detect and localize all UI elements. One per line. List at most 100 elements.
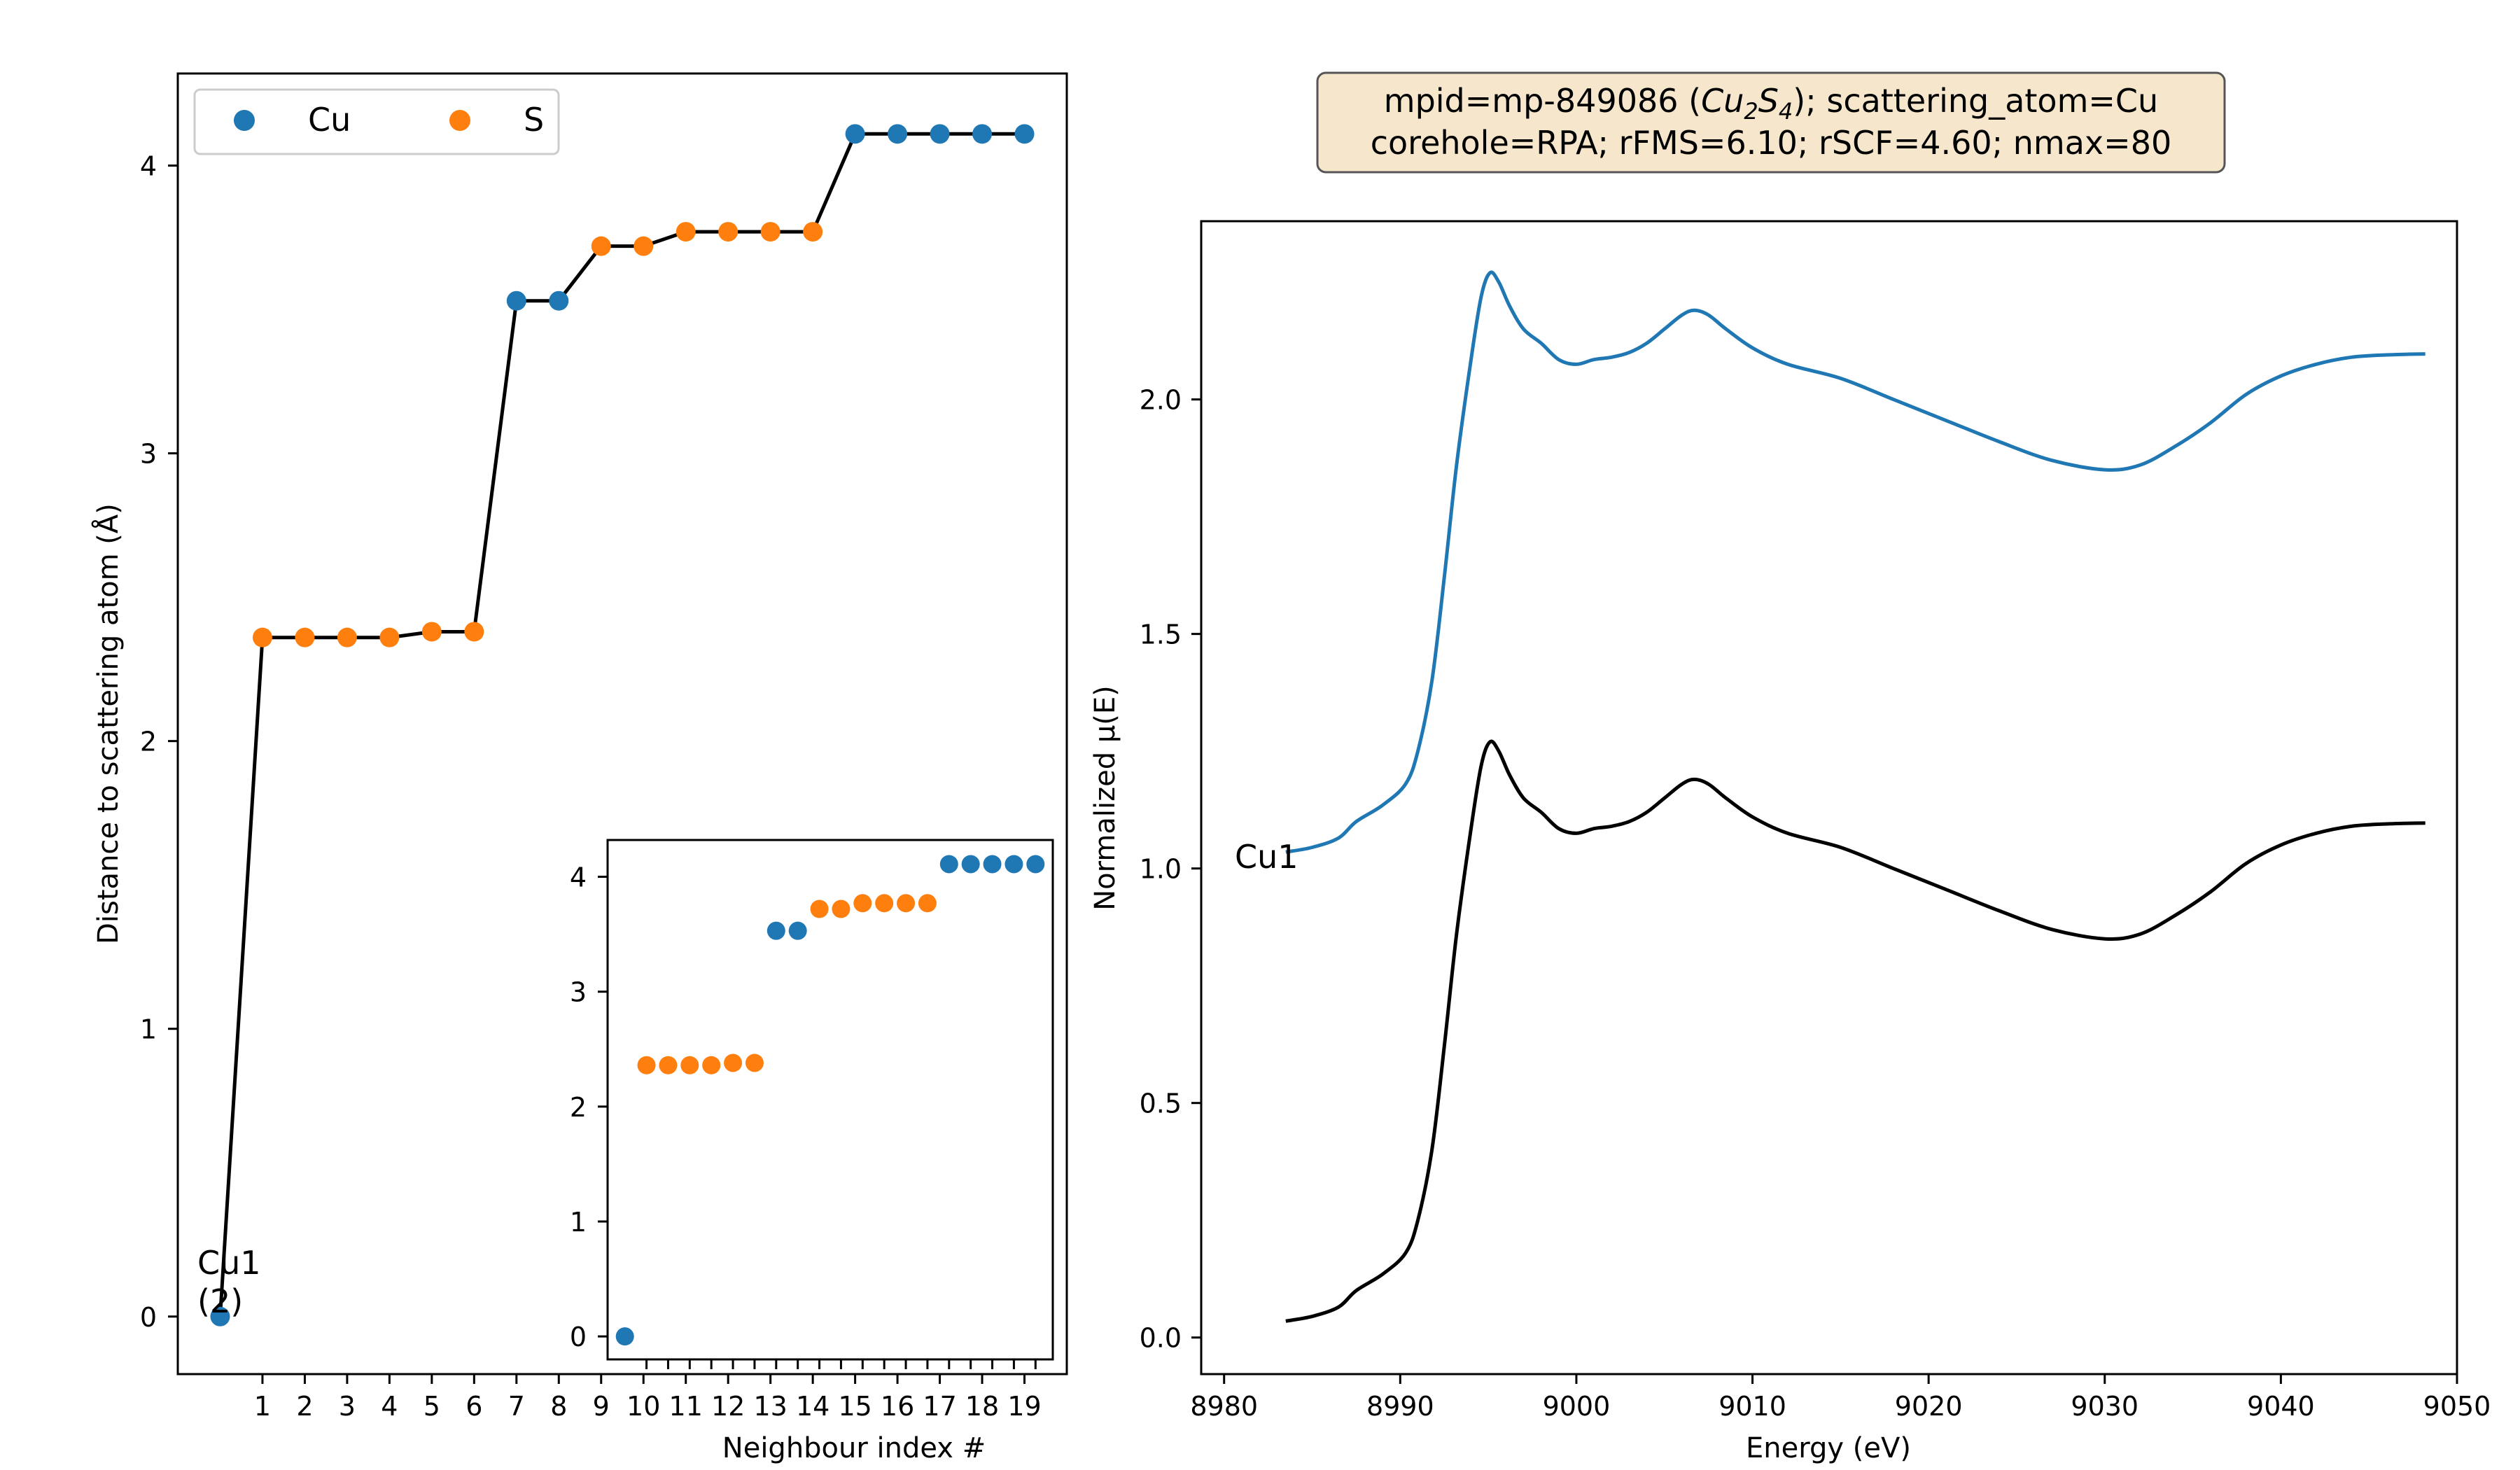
neighbour-point-cu — [930, 124, 950, 144]
left-x-tick-label: 9 — [593, 1391, 610, 1422]
right-x-tick-label: 9010 — [1718, 1391, 1786, 1422]
right-x-tick-label: 8980 — [1190, 1391, 1258, 1422]
right-y-tick-label: 0.5 — [1140, 1088, 1182, 1119]
neighbour-point-cu — [888, 124, 908, 144]
info-box-line2: corehole=RPA; rFMS=6.10; rSCF=4.60; nmax… — [1371, 124, 2171, 162]
right-axis-ticks: 8980 8990 9000 9010 9020 9030 9040 9050 0.0 0.5 1.… — [1140, 385, 2491, 1422]
left-x-tick-label: 5 — [424, 1391, 440, 1422]
left-y-axis-label: Distance to scattering atom (Å) — [91, 503, 125, 944]
legend-label-s: S — [524, 101, 544, 139]
legend-frame — [193, 88, 560, 155]
inset-point-cu — [1004, 855, 1023, 874]
right-x-tick-label: 9030 — [2071, 1391, 2138, 1422]
right-y-tick-label: 1.0 — [1140, 854, 1182, 885]
inset-point-s — [702, 1056, 721, 1074]
inset-point-cu — [788, 921, 807, 940]
neighbour-points — [210, 124, 1035, 1326]
site-annotation-line1: Cu1 — [197, 1244, 261, 1282]
inset-axis-ticks: 0 1 2 3 4 — [570, 862, 1037, 1369]
inset-chart: 0 1 2 3 4 — [570, 839, 1054, 1369]
xanes-series — [1285, 270, 2426, 1323]
inset-point-s — [680, 1056, 699, 1074]
neighbour-point-cu — [549, 290, 569, 311]
inset-y-tick-label: 3 — [570, 977, 587, 1008]
inset-point-s — [875, 894, 894, 913]
left-x-tick-label: 3 — [339, 1391, 356, 1422]
neighbour-point-s — [252, 627, 272, 648]
right-y-axis-label: Normalized μ(E) — [1089, 685, 1121, 910]
neighbour-point-s — [634, 236, 654, 256]
left-x-axis-label: Neighbour index # — [722, 1432, 986, 1464]
neighbour-point-s — [295, 627, 315, 648]
neighbour-point-s — [591, 236, 611, 256]
neighbour-point-s — [464, 622, 484, 642]
inset-point-s — [745, 1054, 764, 1072]
neighbour-point-s — [718, 222, 738, 242]
neighbour-point-cu — [506, 290, 526, 311]
left-x-tick-label: 13 — [753, 1391, 787, 1422]
right-y-tick-label: 1.5 — [1140, 620, 1182, 650]
inset-point-s — [832, 899, 850, 918]
neighbour-point-s — [676, 222, 696, 242]
inset-point-cu — [1026, 855, 1045, 874]
neighbour-point-s — [379, 627, 400, 648]
neighbour-point-cu — [972, 124, 993, 144]
left-x-tick-label: 15 — [838, 1391, 872, 1422]
inset-point-cu — [939, 855, 958, 874]
inset-point-s — [637, 1056, 656, 1074]
left-x-tick-label: 1 — [254, 1391, 271, 1422]
inset-y-tick-label: 1 — [570, 1207, 587, 1238]
right-x-tick-label: 9050 — [2423, 1391, 2491, 1422]
inset-point-s — [659, 1056, 678, 1074]
right-y-tick-label: 2.0 — [1140, 385, 1182, 416]
neighbour-point-cu — [1014, 124, 1035, 144]
inset-y-tick-label: 0 — [570, 1322, 587, 1352]
xanes-series-baseline — [1285, 739, 2426, 1323]
legend-label-cu: Cu — [308, 101, 351, 139]
info-box-frame — [1316, 71, 2226, 174]
left-axes-frame — [176, 72, 1068, 1376]
inset-point-s — [724, 1054, 743, 1072]
left-x-tick-label: 11 — [669, 1391, 703, 1422]
neighbour-point-s — [421, 622, 442, 642]
inset-y-tick-label: 4 — [570, 862, 587, 893]
left-x-tick-label: 2 — [296, 1391, 313, 1422]
inset-point-s — [810, 899, 829, 918]
inset-point-s — [897, 894, 916, 913]
inset-point-s — [918, 894, 937, 913]
left-x-tick-label: 10 — [626, 1391, 660, 1422]
inset-point-cu — [766, 921, 785, 940]
xanes-series-shifted — [1285, 270, 2426, 854]
inset-point-cu — [983, 855, 1002, 874]
left-x-tick-label: 6 — [465, 1391, 482, 1422]
right-axes-frame — [1200, 220, 2458, 1376]
legend: Cu S — [193, 88, 560, 155]
neighbour-point-cu — [845, 124, 865, 144]
inset-point-cu — [615, 1327, 634, 1346]
inset-background — [608, 840, 1053, 1359]
left-x-tick-label: 18 — [965, 1391, 999, 1422]
neighbour-point-s — [337, 627, 357, 648]
inset-y-tick-label: 2 — [570, 1092, 587, 1123]
left-y-tick-label: 0 — [140, 1302, 157, 1333]
right-x-tick-label: 9000 — [1543, 1391, 1611, 1422]
left-y-tick-label: 3 — [140, 439, 157, 470]
left-y-tick-label: 1 — [140, 1014, 157, 1045]
right-y-tick-label: 0.0 — [1140, 1323, 1182, 1354]
left-x-tick-label: 12 — [711, 1391, 745, 1422]
left-x-tick-label: 16 — [881, 1391, 914, 1422]
legend-marker-s — [449, 110, 470, 131]
xanes-chart: 8980 8990 9000 9010 9020 9030 9040 9050 0.0 0.5 1.… — [1089, 220, 2491, 1464]
left-x-tick-label: 8 — [550, 1391, 567, 1422]
info-box: mpid=mp-849086 (Cu2S4); scattering_atom=… — [1316, 71, 2226, 174]
left-y-tick-label: 4 — [140, 151, 157, 182]
left-x-tick-label: 19 — [1007, 1391, 1041, 1422]
right-x-tick-label: 9040 — [2247, 1391, 2315, 1422]
site-annotation-line2: (2) — [197, 1282, 243, 1320]
right-x-tick-label: 9020 — [1895, 1391, 1963, 1422]
xanes-series-label: Cu1 — [1235, 838, 1298, 876]
neighbour-point-cu — [210, 1306, 230, 1326]
